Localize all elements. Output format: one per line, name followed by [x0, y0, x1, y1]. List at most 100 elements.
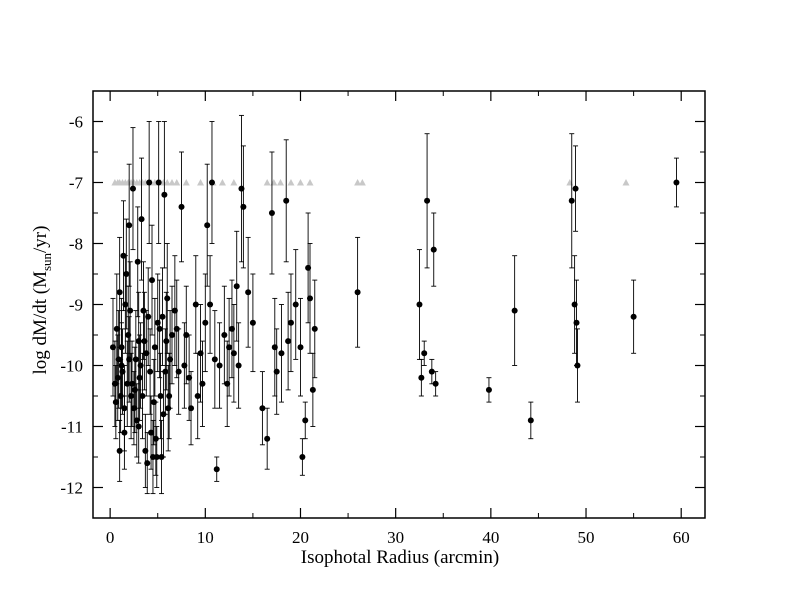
upper-limit-marker [197, 179, 205, 186]
data-point [216, 362, 223, 369]
data-point [116, 289, 123, 296]
data-point [271, 344, 278, 351]
data-point [268, 210, 275, 216]
y-tick-label: -8 [69, 235, 83, 254]
x-tick-label: 40 [482, 528, 499, 547]
upper-limit-marker [218, 179, 226, 186]
data-point [186, 374, 193, 381]
data-point [202, 319, 209, 326]
data-point [178, 203, 185, 210]
data-point [126, 222, 133, 229]
data-point [228, 325, 235, 332]
data-point [511, 307, 518, 314]
data-point [302, 417, 309, 424]
y-axis-label: log dM/dt (Msun/yr) [30, 226, 54, 375]
data-point [161, 191, 168, 198]
data-point [173, 325, 180, 332]
data-point [133, 417, 140, 424]
data-point [149, 277, 156, 284]
data-point [233, 283, 240, 290]
data-point [171, 307, 178, 314]
data-point [167, 356, 174, 363]
data-point [249, 319, 256, 326]
data-point [121, 405, 128, 412]
data-point [204, 222, 211, 229]
x-tick-label: 0 [106, 528, 115, 547]
data-point [118, 344, 125, 351]
data-point [428, 368, 435, 375]
upper-limit-marker [277, 179, 285, 186]
data-point [421, 350, 428, 357]
data-point [416, 301, 423, 308]
upper-limit-marker [163, 179, 171, 186]
data-point [194, 393, 201, 399]
data-point [129, 380, 136, 387]
data-point [259, 405, 266, 412]
data-point [159, 313, 166, 320]
data-point [135, 338, 142, 345]
data-point [175, 368, 182, 375]
data-point [120, 252, 127, 259]
y-tick-label: -10 [60, 357, 83, 376]
data-point [311, 325, 318, 332]
y-tick-label: -11 [61, 418, 83, 437]
upper-limit-marker [230, 179, 238, 186]
data-point [146, 179, 153, 186]
data-point [151, 344, 158, 351]
data-point [226, 344, 233, 351]
data-point [118, 362, 125, 369]
data-point [111, 380, 118, 387]
data-point [132, 356, 139, 363]
data-point [157, 393, 164, 399]
x-tick-label: 10 [197, 528, 214, 547]
upper-limit-marker [182, 179, 190, 186]
upper-limit-marker [354, 179, 362, 186]
data-point [148, 429, 155, 436]
y-tick-label: -12 [60, 479, 83, 498]
data-point [574, 362, 581, 369]
y-tick-label: -6 [69, 113, 83, 132]
data-point [168, 332, 175, 338]
upper-limit-marker [296, 179, 304, 186]
x-tick-label: 30 [387, 528, 404, 547]
data-point [527, 417, 534, 424]
data-point [134, 258, 141, 265]
upper-limit-marker [168, 179, 176, 186]
data-point [125, 332, 132, 338]
data-point [117, 393, 124, 399]
data-point [143, 350, 150, 357]
y-axis-label-prefix: log dM/dt (M [30, 271, 51, 375]
data-point [121, 429, 128, 436]
data-point [155, 179, 162, 186]
data-point [139, 393, 146, 399]
data-point [164, 295, 171, 302]
x-tick-label: 20 [292, 528, 309, 547]
data-point [116, 447, 123, 454]
data-point [354, 289, 361, 296]
data-point [208, 179, 215, 186]
upper-limit-marker [270, 179, 278, 186]
data-point [156, 325, 163, 332]
data-point [285, 338, 292, 345]
data-point [114, 374, 121, 381]
data-points [109, 179, 680, 473]
data-point [130, 405, 137, 412]
upper-limit-marker [263, 179, 271, 186]
data-point [162, 368, 169, 375]
data-point [147, 368, 154, 375]
data-point [430, 246, 437, 253]
data-point [129, 185, 136, 192]
data-point [207, 301, 214, 308]
data-point [573, 319, 580, 326]
data-point [245, 289, 252, 296]
data-point [154, 319, 161, 326]
data-point [264, 435, 271, 442]
data-point [140, 307, 147, 314]
data-point [424, 197, 431, 204]
data-point [278, 350, 285, 357]
data-point [122, 301, 129, 308]
y-axis-label-suffix: /yr) [30, 226, 51, 253]
data-point [126, 356, 133, 363]
data-point [131, 386, 138, 393]
data-point [673, 179, 680, 186]
